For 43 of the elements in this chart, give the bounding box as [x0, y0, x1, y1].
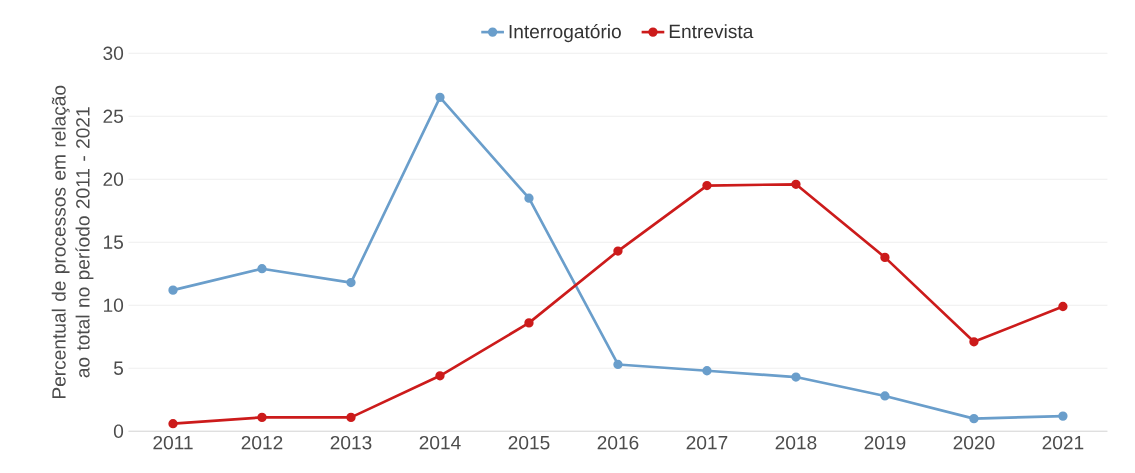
point	[1058, 411, 1068, 421]
y-tick-label: 25	[103, 109, 124, 124]
x-tick-label: 2016	[597, 436, 639, 450]
legend-label: Interrogatório	[509, 24, 621, 43]
point	[969, 414, 979, 424]
x-tick-label: 2020	[953, 436, 995, 450]
point	[880, 391, 890, 401]
y-tick-label: 5	[113, 361, 124, 376]
point	[969, 337, 979, 347]
point	[346, 278, 356, 288]
point	[524, 193, 534, 203]
point	[524, 318, 534, 328]
x-tick-label: 2014	[419, 436, 461, 450]
x-tick-label: 2013	[330, 436, 372, 450]
point	[168, 285, 178, 295]
point	[880, 252, 890, 263]
x-tick-label: 2019	[864, 436, 906, 450]
y-tick-label: 15	[104, 235, 124, 250]
point	[613, 246, 623, 256]
point	[1058, 301, 1068, 312]
point	[435, 92, 445, 103]
point	[702, 181, 712, 191]
point	[791, 372, 801, 382]
x-tick-label: 2012	[241, 436, 283, 450]
legend-label: Entrevista	[669, 24, 754, 39]
point	[257, 412, 267, 423]
y-tick-label: 0	[113, 424, 124, 439]
x-tick-label: 2018	[775, 436, 817, 450]
y-axis-title: Percentual de processos em relação ao total no período 2011 - 2021	[51, 85, 94, 399]
point	[791, 179, 801, 190]
y-tick-label: 30	[103, 46, 124, 61]
y-tick-label: 10	[104, 298, 124, 313]
y-tick-label: 20	[103, 172, 124, 187]
point	[613, 359, 623, 370]
point	[702, 366, 712, 376]
point	[346, 412, 356, 423]
x-tick-label: 2021	[1042, 436, 1084, 450]
x-tick-label: 2015	[508, 436, 550, 450]
point	[257, 264, 267, 274]
point	[168, 419, 178, 429]
x-tick-label: 2017	[686, 436, 728, 450]
x-tick-label: 2011	[153, 436, 193, 450]
point	[435, 371, 445, 381]
